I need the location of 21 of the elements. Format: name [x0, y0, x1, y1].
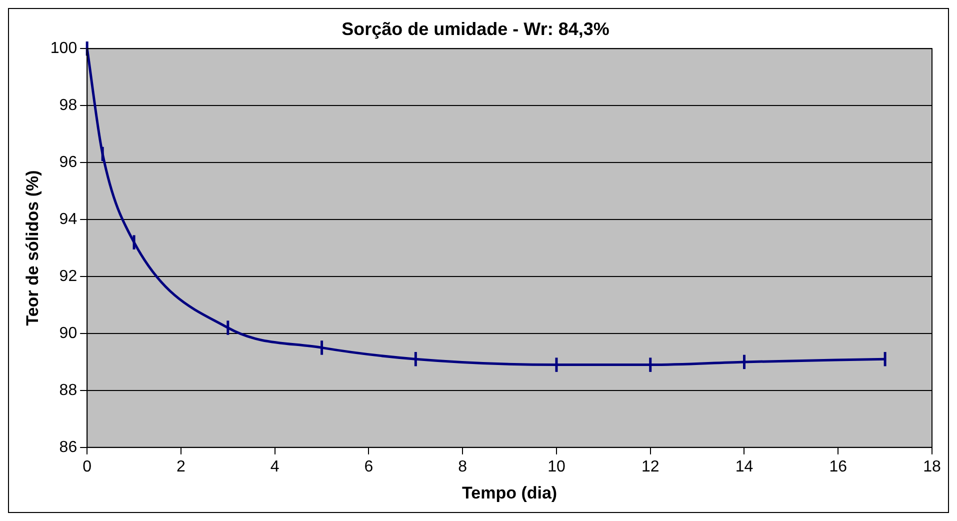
y-tick-label: 94	[59, 210, 78, 228]
x-axis-title: Tempo (dia)	[462, 483, 558, 502]
y-tick-label: 98	[59, 96, 78, 114]
x-tick-label: 10	[548, 458, 566, 476]
y-tick-label: 86	[59, 438, 78, 456]
y-axis-title: Teor de sólidos (%)	[22, 170, 42, 326]
chart-title: Sorção de umidade - Wr: 84,3%	[342, 18, 610, 39]
x-tick-label: 8	[458, 458, 468, 476]
x-tick-label: 12	[641, 458, 660, 476]
x-tick-label: 0	[82, 458, 92, 476]
y-tick-label: 96	[59, 154, 78, 171]
y-tick-label: 100	[50, 40, 78, 58]
y-tick-label: 90	[59, 324, 78, 342]
x-tick-label: 2	[176, 458, 186, 476]
y-tick-label: 92	[59, 268, 78, 285]
x-tick-label: 6	[364, 458, 374, 476]
y-tick-label: 88	[59, 382, 78, 399]
x-tick-label: 14	[735, 458, 754, 476]
x-tick-label: 16	[829, 458, 848, 476]
x-tick-label: 4	[270, 458, 280, 476]
x-tick-label: 18	[923, 458, 941, 476]
